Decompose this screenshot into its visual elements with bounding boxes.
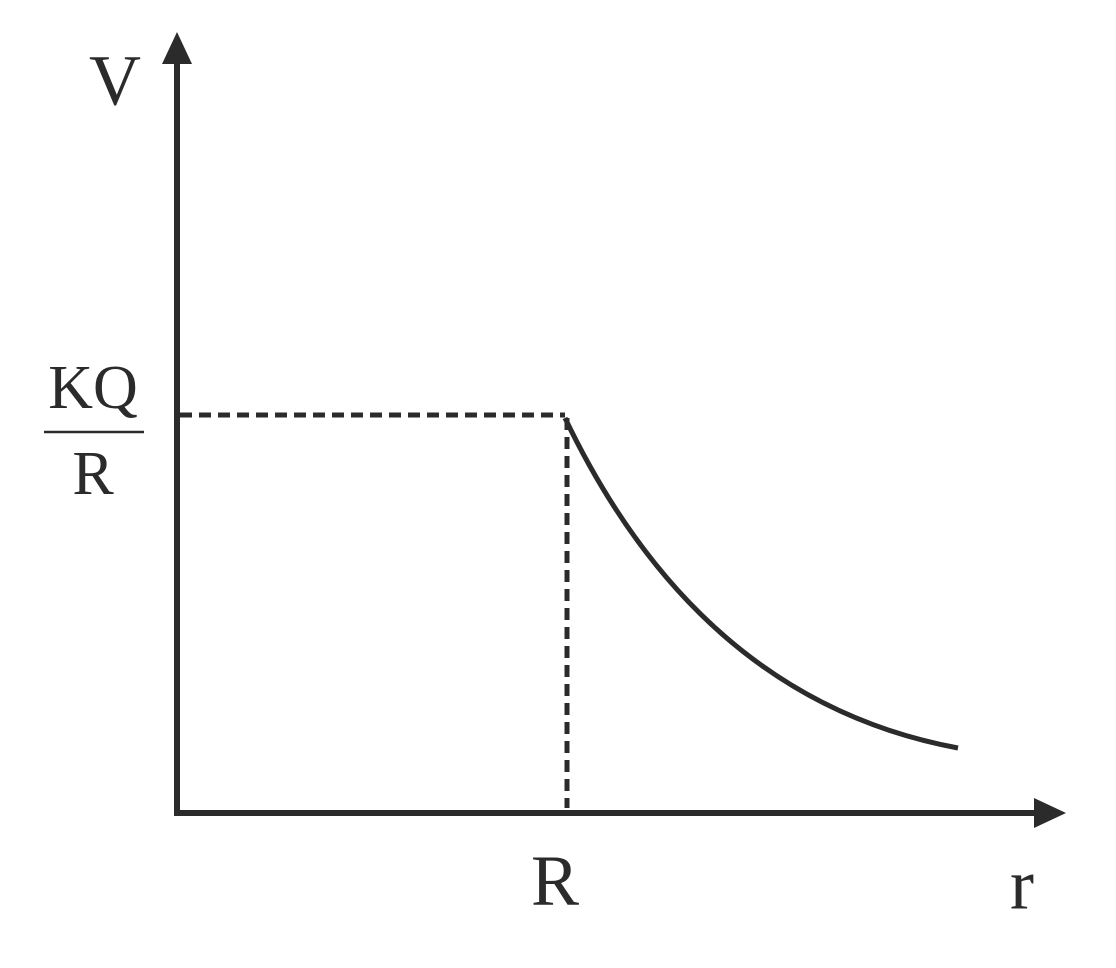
y-axis-label: V: [89, 41, 141, 121]
fraction-denominator: R: [72, 440, 114, 508]
potential-curve: [562, 416, 959, 751]
x-arrow: [1034, 798, 1066, 828]
y-arrow: [162, 32, 192, 64]
x-axis-label: r: [1010, 845, 1034, 925]
fraction-numerator: KQ: [48, 354, 138, 422]
x-marker-label: R: [531, 841, 579, 921]
